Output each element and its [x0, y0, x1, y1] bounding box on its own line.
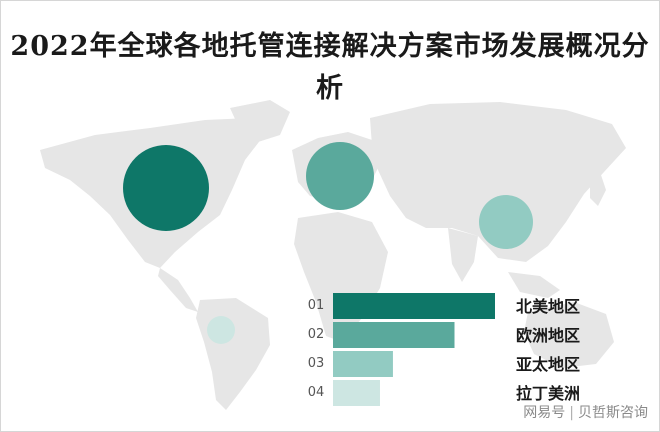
category-label: 北美地区 — [516, 297, 580, 316]
bar-north-america — [333, 293, 495, 319]
bar-asia-pacific — [333, 351, 393, 377]
rank-label: 04 — [308, 385, 325, 400]
bubble-asia-pacific — [479, 195, 533, 249]
category-label: 拉丁美洲 — [516, 384, 580, 403]
rank-label: 02 — [308, 327, 325, 342]
bar-chart: 01 02 03 04 北美地区 欧洲地区 亚太地区 拉丁美洲 — [308, 293, 580, 406]
source-footer: 网易号 | 贝哲斯咨询 — [523, 402, 648, 422]
rank-label: 03 — [308, 356, 325, 371]
bubble-north-america — [123, 145, 209, 231]
chart-title: 2022年全球各地托管连接解决方案市场发展概况分析 — [10, 31, 650, 104]
source-divider: | — [569, 405, 574, 421]
region-bubbles — [123, 142, 533, 344]
bubble-latin-america — [207, 316, 235, 344]
category-label: 欧洲地区 — [516, 326, 580, 345]
source-right: 贝哲斯咨询 — [578, 405, 648, 421]
rank-label: 01 — [308, 298, 325, 313]
bubble-europe — [306, 142, 374, 210]
source-left: 网易号 — [523, 405, 566, 421]
category-label: 亚太地区 — [516, 355, 580, 374]
bar-latin-america — [333, 380, 380, 406]
bar-europe — [333, 322, 455, 348]
